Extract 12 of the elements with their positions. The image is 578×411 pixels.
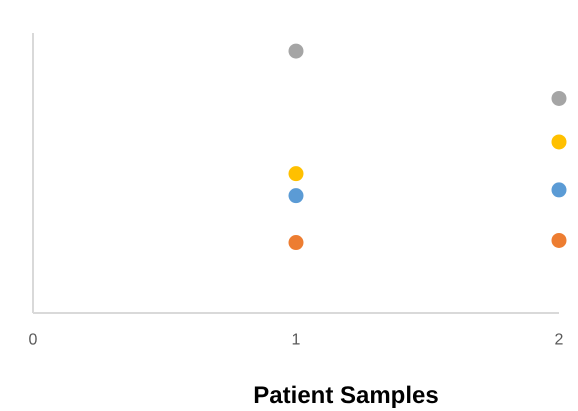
- point: [552, 90, 566, 106]
- point: [288, 235, 304, 250]
- point: [552, 182, 566, 198]
- point: [552, 134, 566, 150]
- x-tick-label: 2: [554, 331, 564, 348]
- point: [288, 44, 304, 59]
- x-tick-label: 1: [292, 331, 301, 348]
- point: [288, 188, 304, 204]
- x-tick-label: 0: [28, 331, 38, 348]
- x-axis-title: Patient Samples: [253, 382, 439, 409]
- point: [552, 232, 566, 248]
- point: [288, 166, 304, 182]
